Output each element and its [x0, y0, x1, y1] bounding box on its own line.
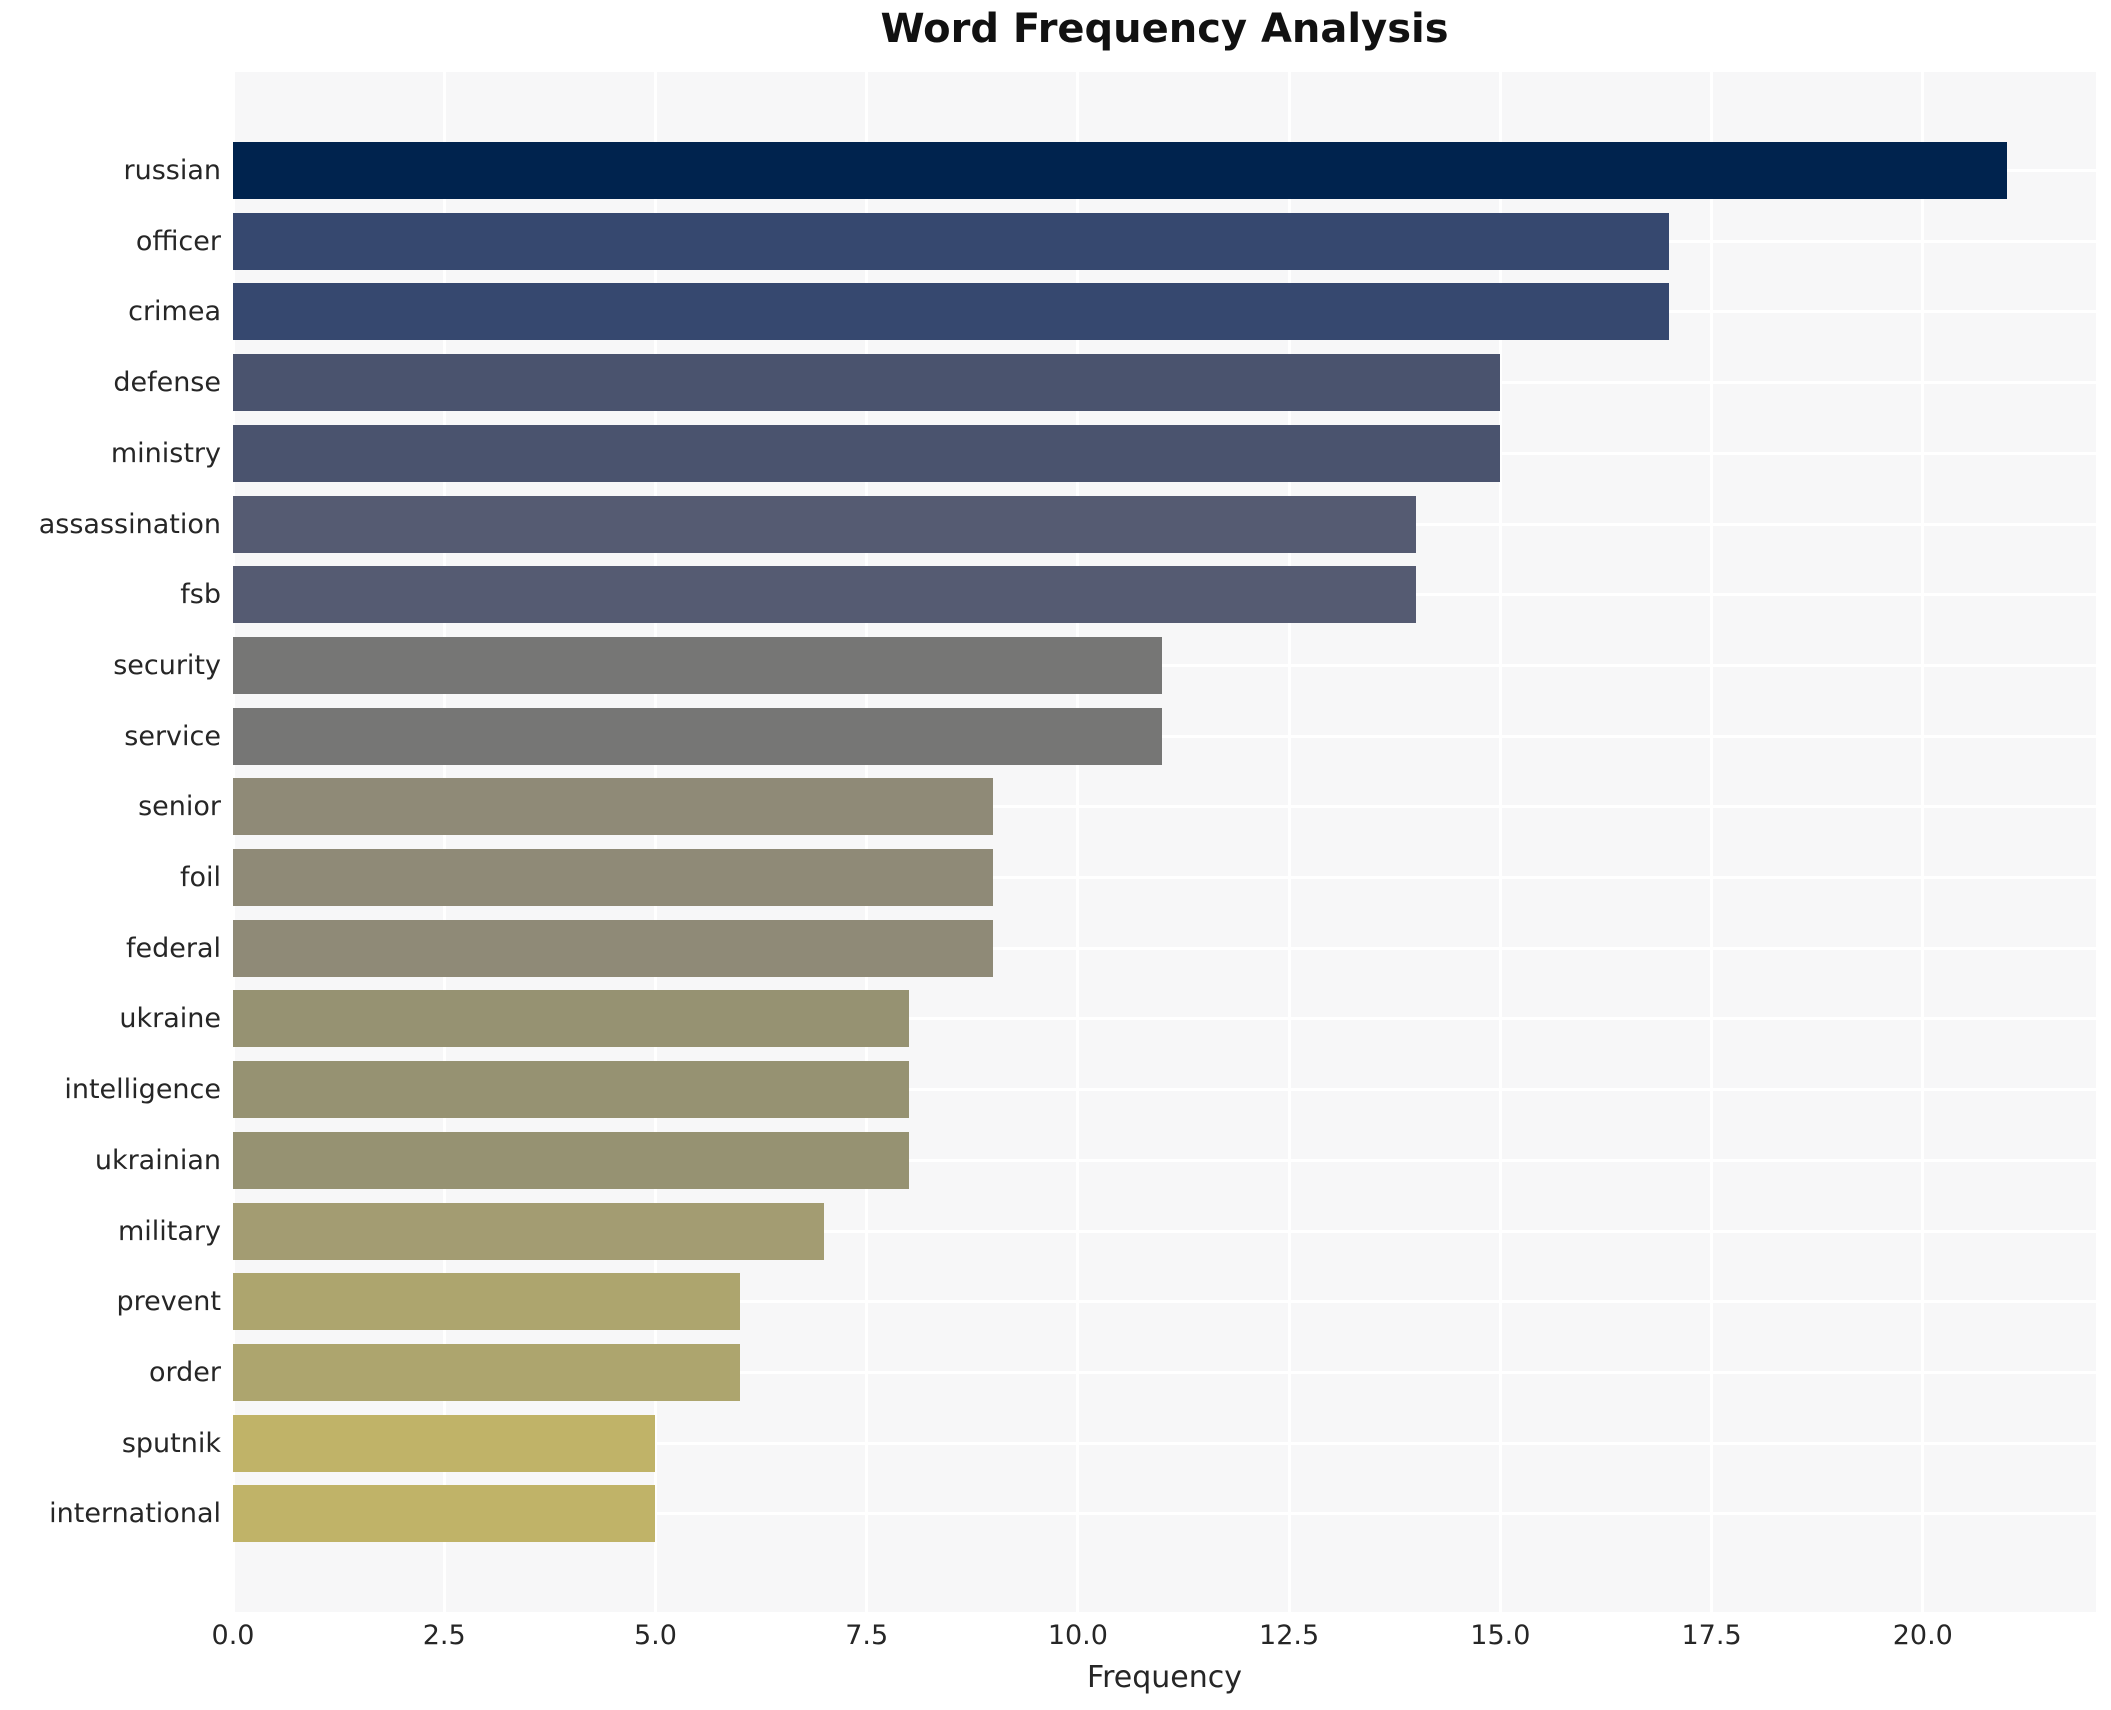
bar-ukrainian	[233, 1131, 909, 1189]
y-gridline-foil	[233, 876, 2096, 879]
x-gridline-5.0	[653, 72, 657, 1612]
x-tick-label-7.5: 7.5	[845, 1620, 889, 1651]
y-gridline-ukrainian	[233, 1158, 2096, 1162]
y-gridline-military	[233, 1229, 2096, 1233]
bar-officer	[233, 212, 1670, 270]
x-tick-label-20.0: 20.0	[1892, 1620, 1953, 1651]
y-gridline-ukraine	[233, 1017, 2096, 1021]
bar-intelligence	[233, 1061, 909, 1119]
plot-area	[231, 72, 2096, 1612]
y-gridline-intelligence	[233, 1088, 2096, 1092]
y-gridline-federal	[233, 946, 2096, 950]
bar-sputnik	[233, 1414, 656, 1472]
x-tick-label-5.0: 5.0	[633, 1620, 677, 1651]
bar-crimea	[233, 283, 1670, 341]
bar-fsb	[233, 566, 1416, 624]
y-axis-label-ministry: ministry	[110, 437, 221, 469]
y-axis-label-ukraine: ukraine	[119, 1003, 221, 1035]
x-gridline-10.0	[1076, 72, 1080, 1612]
chart-title: Word Frequency Analysis	[880, 6, 1449, 52]
x-gridline-15.0	[1498, 72, 1502, 1612]
y-axis-label-senior: senior	[138, 791, 221, 823]
y-axis-label-service: service	[124, 720, 221, 752]
x-gridline-17.5	[1710, 72, 1714, 1612]
y-gridline-sputnik	[233, 1441, 2096, 1445]
y-axis-label-intelligence: intelligence	[64, 1074, 221, 1106]
y-axis-label-fsb: fsb	[180, 579, 221, 611]
bar-defense	[233, 354, 1501, 412]
x-tick-label-10.0: 10.0	[1047, 1620, 1108, 1651]
bar-security	[233, 636, 1163, 694]
y-axis-labels: russian officer crimea defense ministry assas…	[0, 72, 233, 1612]
x-gridline-20.0	[1921, 72, 1925, 1612]
x-gridline-7.5	[865, 72, 869, 1612]
y-axis-label-officer: officer	[135, 225, 221, 257]
x-tick-label-2.5: 2.5	[422, 1620, 466, 1651]
bar-prevent	[233, 1273, 740, 1331]
y-gridline-order	[233, 1370, 2096, 1374]
y-axis-label-assassination: assassination	[38, 508, 221, 540]
bar-military	[233, 1202, 825, 1260]
bar-assassination	[233, 495, 1416, 553]
y-axis-label-federal: federal	[125, 932, 221, 964]
x-axis-title: Frequency	[1087, 1660, 1242, 1695]
y-axis-label-crimea: crimea	[128, 296, 221, 328]
y-axis-label-defense: defense	[113, 367, 221, 399]
bar-order	[233, 1343, 740, 1401]
x-tick-label-0.0: 0.0	[211, 1620, 255, 1651]
bar-ministry	[233, 424, 1501, 482]
bar-federal	[233, 919, 994, 977]
bar-russian	[233, 142, 2008, 199]
bar-senior	[233, 778, 994, 836]
bar-ukraine	[233, 990, 909, 1048]
y-axis-label-international: international	[49, 1498, 221, 1530]
y-axis-label-sputnik: sputnik	[121, 1427, 221, 1459]
x-tick-label-12.5: 12.5	[1259, 1620, 1320, 1651]
y-axis-label-ukrainian: ukrainian	[94, 1144, 221, 1176]
y-gridline-security	[233, 663, 2096, 667]
y-gridline-service	[233, 734, 2096, 738]
y-axis-label-order: order	[149, 1356, 221, 1388]
bar-foil	[233, 849, 994, 906]
y-axis-label-prevent: prevent	[116, 1286, 221, 1318]
x-tick-label-17.5: 17.5	[1681, 1620, 1742, 1651]
y-gridline-prevent	[233, 1300, 2096, 1304]
x-gridline-2.5	[442, 72, 446, 1612]
y-axis-label-russian: russian	[123, 155, 221, 186]
y-gridline-international	[233, 1512, 2096, 1516]
x-tick-label-15.0: 15.0	[1470, 1620, 1531, 1651]
y-axis-label-foil: foil	[179, 862, 221, 893]
x-gridline-0.0	[231, 72, 235, 1612]
bar-international	[233, 1485, 656, 1543]
y-axis-label-security: security	[113, 649, 221, 681]
y-axis-label-military: military	[117, 1215, 221, 1247]
bar-service	[233, 707, 1163, 765]
y-gridline-senior	[233, 805, 2096, 809]
x-gridline-12.5	[1287, 72, 1291, 1612]
